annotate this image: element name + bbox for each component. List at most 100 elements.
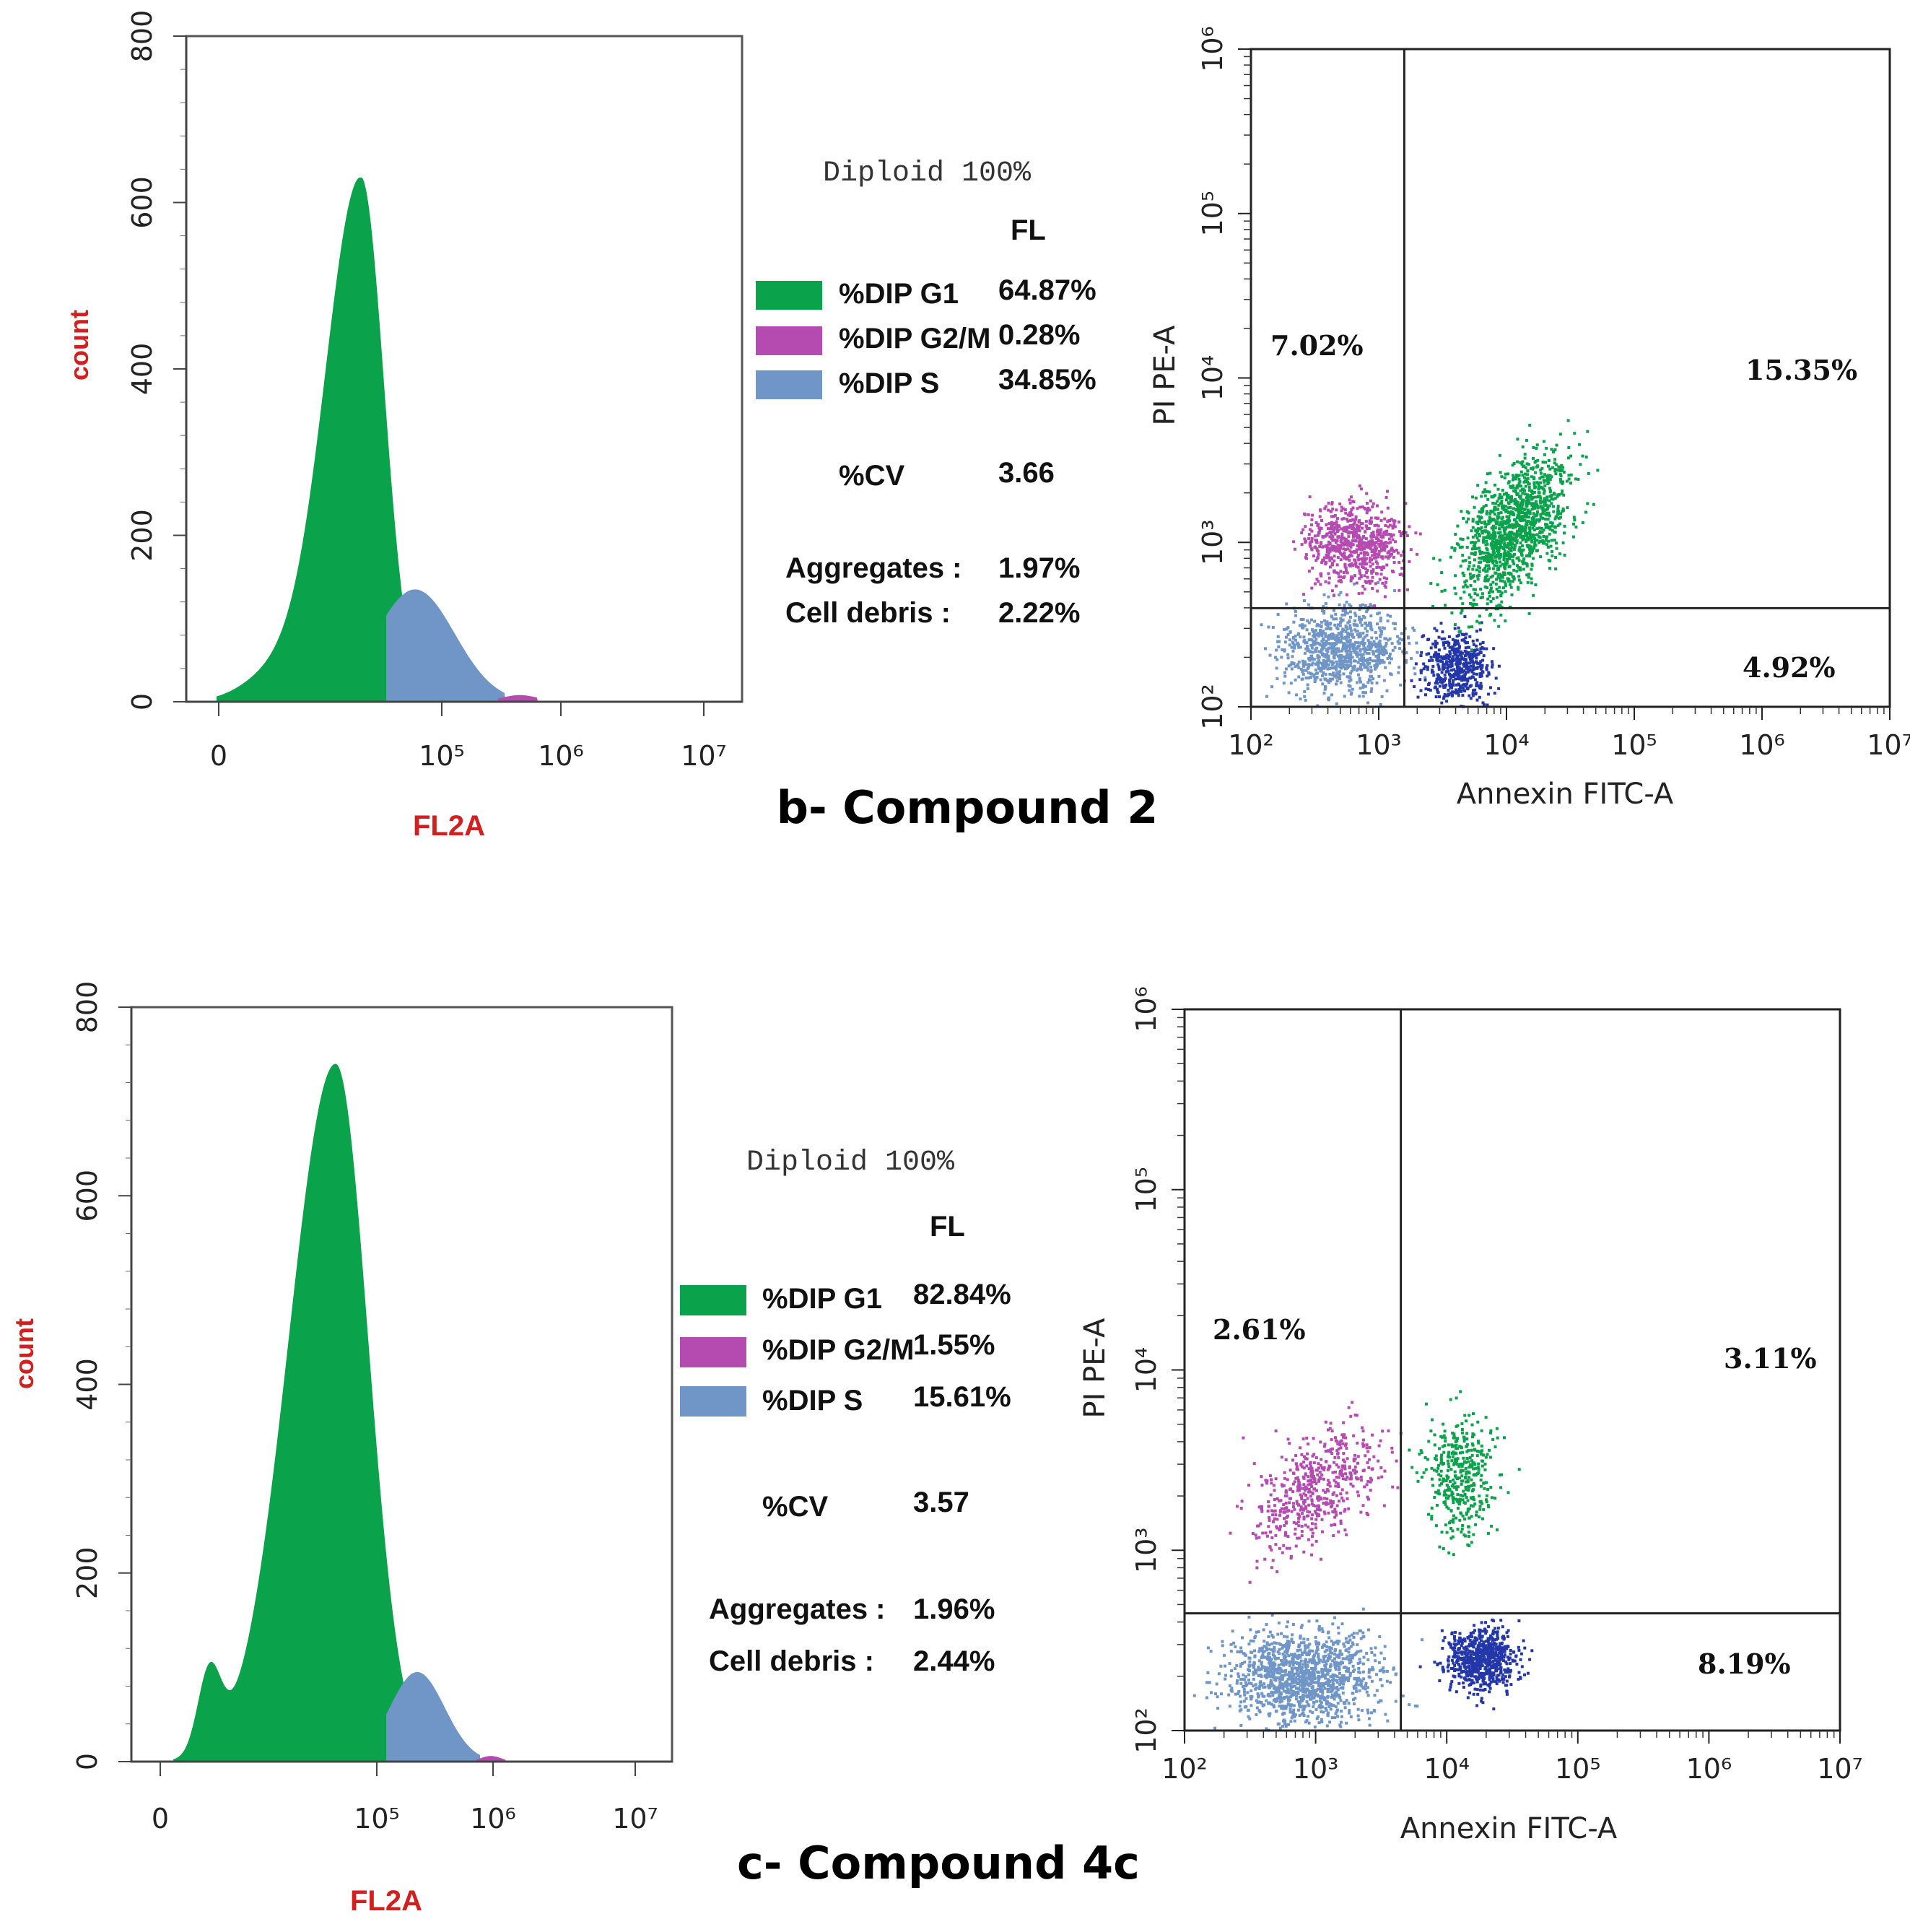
sb-xtick-label: 10⁴ xyxy=(1483,729,1530,761)
sb-event-dot xyxy=(1345,646,1348,650)
sc-event-dot xyxy=(1339,1687,1343,1689)
sb-event-dot xyxy=(1512,507,1515,510)
sb-event-dot xyxy=(1473,649,1476,652)
sb-event-dot xyxy=(1442,657,1445,660)
sb-event-dot xyxy=(1326,679,1330,682)
sb-event-dot xyxy=(1520,511,1524,514)
sb-event-dot xyxy=(1541,509,1545,513)
sb-event-dot xyxy=(1525,534,1529,537)
sb-event-dot xyxy=(1499,502,1502,505)
sc-event-dot xyxy=(1370,1679,1374,1683)
sc-event-dot xyxy=(1258,1710,1262,1714)
sb-event-dot xyxy=(1364,520,1368,523)
sb-event-dot xyxy=(1435,629,1439,632)
hist-b-s-area xyxy=(386,589,505,702)
sb-event-dot xyxy=(1496,531,1500,535)
sc-event-dot xyxy=(1341,1686,1345,1689)
sb-event-dot xyxy=(1311,657,1314,661)
sc-event-dot xyxy=(1335,1664,1339,1668)
sc-event-dot xyxy=(1385,1669,1389,1673)
sb-event-dot xyxy=(1497,549,1501,552)
sb-event-dot xyxy=(1304,651,1307,655)
sb-event-dot xyxy=(1555,463,1558,466)
sb-event-dot xyxy=(1346,518,1349,521)
sb-event-dot xyxy=(1512,512,1515,515)
sb-event-dot xyxy=(1400,632,1403,635)
sb-event-dot xyxy=(1364,524,1368,528)
sb-event-dot xyxy=(1348,645,1351,648)
sb-event-dot xyxy=(1498,493,1501,497)
sc-event-dot xyxy=(1273,1691,1276,1694)
sb-event-dot xyxy=(1461,674,1465,678)
sb-event-dot xyxy=(1346,651,1349,655)
sb-event-dot xyxy=(1333,643,1336,646)
sb-event-dot xyxy=(1359,687,1362,690)
sb-event-dot xyxy=(1448,681,1452,684)
legend-b-s-swatch xyxy=(756,370,822,399)
sb-event-dot xyxy=(1447,643,1450,647)
sc-event-dot xyxy=(1346,1668,1349,1671)
sb-event-dot xyxy=(1343,695,1346,698)
sc-event-dot xyxy=(1303,1684,1307,1688)
sc-event-dot xyxy=(1253,1649,1256,1653)
sc-event-dot xyxy=(1319,1689,1322,1693)
sb-event-dot xyxy=(1447,692,1450,696)
legend-b-title: Diploid 100% xyxy=(823,157,1032,190)
sc-event-dot xyxy=(1285,1691,1288,1694)
sb-event-dot xyxy=(1556,505,1560,508)
sb-event-dot xyxy=(1530,564,1534,567)
sb-event-dot xyxy=(1330,649,1334,653)
sb-event-dot xyxy=(1337,632,1340,635)
sc-event-dot xyxy=(1331,1679,1335,1682)
sb-event-dot xyxy=(1369,541,1373,544)
sb-event-dot xyxy=(1361,683,1365,687)
sb-event-dot xyxy=(1506,560,1509,563)
sc-event-dot xyxy=(1293,1719,1296,1723)
sb-event-dot xyxy=(1443,588,1447,592)
sb-event-dot xyxy=(1338,650,1340,653)
sc-event-dot xyxy=(1319,1706,1322,1710)
sc-event-dot xyxy=(1312,1692,1316,1695)
sb-event-dot xyxy=(1359,641,1363,645)
sb-event-dot xyxy=(1465,686,1469,689)
sb-event-dot xyxy=(1320,640,1324,643)
sb-event-dot xyxy=(1509,573,1513,576)
sc-event-dot xyxy=(1338,1667,1341,1670)
sc-event-dot xyxy=(1299,1655,1302,1659)
sb-event-dot xyxy=(1376,504,1379,508)
sb-event-dot xyxy=(1301,626,1304,629)
sb-event-dot xyxy=(1525,500,1528,504)
sb-event-dot xyxy=(1321,647,1325,650)
sb-event-dot xyxy=(1532,545,1536,549)
sb-event-dot xyxy=(1468,561,1472,565)
sb-event-dot xyxy=(1349,671,1353,675)
sb-event-dot xyxy=(1452,668,1456,671)
sb-event-dot xyxy=(1363,616,1366,619)
sb-event-dot xyxy=(1527,612,1531,615)
sb-event-dot xyxy=(1545,446,1548,450)
sb-event-dot xyxy=(1543,473,1547,477)
sc-event-dot xyxy=(1296,1657,1300,1661)
sb-event-dot xyxy=(1383,517,1387,521)
sb-event-dot xyxy=(1374,645,1378,648)
sb-ytick-label: 10⁵ xyxy=(1197,191,1229,237)
sc-event-dot xyxy=(1351,1642,1355,1646)
sc-event-dot xyxy=(1284,1725,1288,1728)
sb-event-dot xyxy=(1560,464,1564,467)
sc-event-dot xyxy=(1373,1694,1377,1697)
sb-event-dot xyxy=(1430,671,1434,674)
sb-event-dot xyxy=(1351,656,1354,659)
sb-event-dot xyxy=(1348,689,1351,692)
sc-event-dot xyxy=(1324,1676,1327,1680)
sc-event-dot xyxy=(1216,1695,1219,1699)
sb-event-dot xyxy=(1396,640,1400,643)
sb-event-dot xyxy=(1434,645,1437,649)
sb-event-dot xyxy=(1444,656,1447,660)
sc-event-dot xyxy=(1283,1681,1287,1684)
sb-event-dot xyxy=(1436,687,1439,691)
sb-event-dot xyxy=(1352,659,1356,663)
sc-event-dot xyxy=(1301,1675,1304,1679)
sb-event-dot xyxy=(1339,664,1343,668)
sb-event-dot xyxy=(1528,552,1532,555)
sb-event-dot xyxy=(1377,648,1381,651)
